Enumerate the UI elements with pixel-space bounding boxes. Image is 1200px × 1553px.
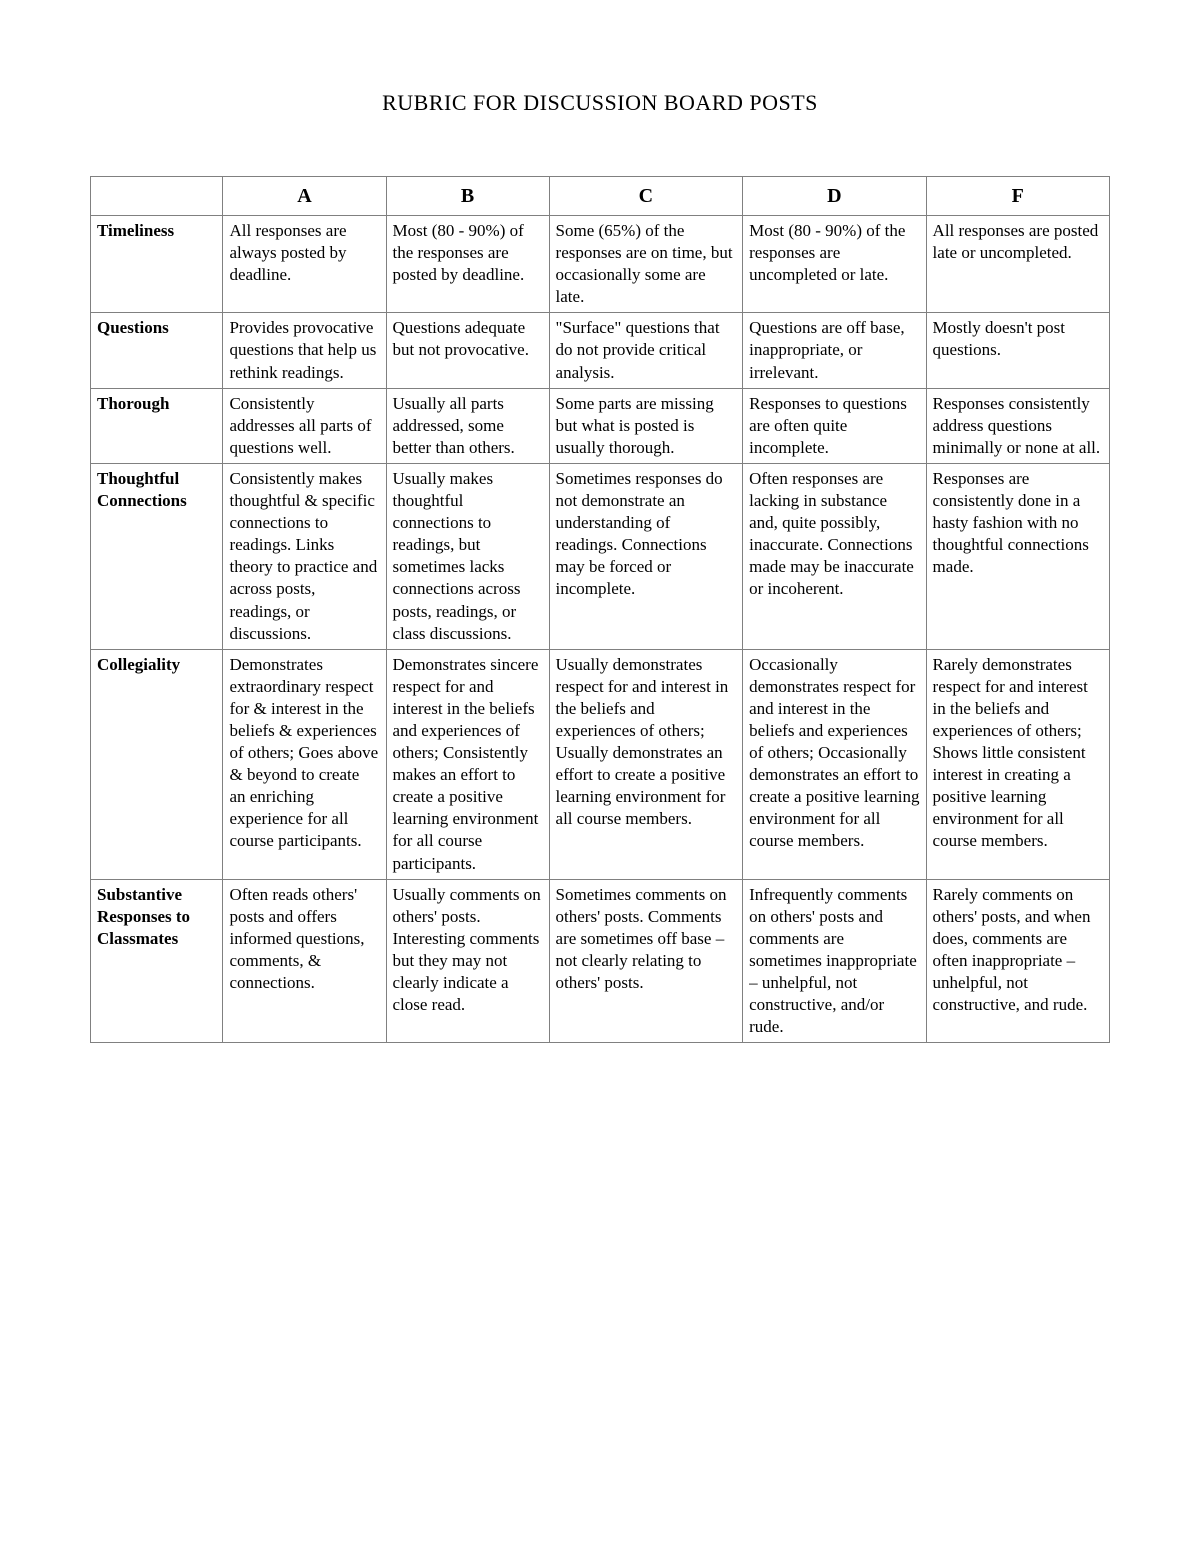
table-row: Timeliness All responses are always post…	[91, 216, 1110, 313]
cell: Mostly doesn't post questions.	[926, 313, 1109, 388]
table-row: Substantive Responses to Classmates Ofte…	[91, 879, 1110, 1043]
header-d: D	[743, 177, 926, 216]
cell: Usually all parts addressed, some better…	[386, 388, 549, 463]
cell: Usually demonstrates respect for and int…	[549, 649, 743, 879]
row-label: Questions	[91, 313, 223, 388]
cell: Responses to questions are often quite i…	[743, 388, 926, 463]
cell: Often reads others' posts and offers inf…	[223, 879, 386, 1043]
cell: "Surface" questions that do not provide …	[549, 313, 743, 388]
cell: Questions adequate but not provocative.	[386, 313, 549, 388]
cell: Sometimes comments on others' posts. Com…	[549, 879, 743, 1043]
header-a: A	[223, 177, 386, 216]
cell: Responses consistently address questions…	[926, 388, 1109, 463]
table-row: Thorough Consistently addresses all part…	[91, 388, 1110, 463]
cell: Provides provocative questions that help…	[223, 313, 386, 388]
row-label: Collegiality	[91, 649, 223, 879]
table-row: Thoughtful Connections Consistently make…	[91, 463, 1110, 649]
cell: Consistently makes thoughtful & specific…	[223, 463, 386, 649]
cell: Consistently addresses all parts of ques…	[223, 388, 386, 463]
cell: Infrequently comments on others' posts a…	[743, 879, 926, 1043]
cell: Demonstrates sincere respect for and int…	[386, 649, 549, 879]
cell: Often responses are lacking in substance…	[743, 463, 926, 649]
table-header-row: A B C D F	[91, 177, 1110, 216]
cell: Rarely comments on others' posts, and wh…	[926, 879, 1109, 1043]
cell: All responses are always posted by deadl…	[223, 216, 386, 313]
row-label: Thoughtful Connections	[91, 463, 223, 649]
row-label: Substantive Responses to Classmates	[91, 879, 223, 1043]
cell: Demonstrates extraordinary respect for &…	[223, 649, 386, 879]
cell: Most (80 - 90%) of the responses are unc…	[743, 216, 926, 313]
cell: Responses are consistently done in a has…	[926, 463, 1109, 649]
cell: Rarely demonstrates respect for and inte…	[926, 649, 1109, 879]
header-b: B	[386, 177, 549, 216]
row-label: Thorough	[91, 388, 223, 463]
cell: Usually makes thoughtful connections to …	[386, 463, 549, 649]
document-title: RUBRIC FOR DISCUSSION BOARD POSTS	[90, 90, 1110, 116]
cell: Questions are off base, inappropriate, o…	[743, 313, 926, 388]
cell: Occasionally demonstrates respect for an…	[743, 649, 926, 879]
table-body: Timeliness All responses are always post…	[91, 216, 1110, 1043]
header-f: F	[926, 177, 1109, 216]
cell: Usually comments on others' posts. Inter…	[386, 879, 549, 1043]
header-blank	[91, 177, 223, 216]
cell: Most (80 - 90%) of the responses are pos…	[386, 216, 549, 313]
rubric-table: A B C D F Timeliness All responses are a…	[90, 176, 1110, 1043]
row-label: Timeliness	[91, 216, 223, 313]
cell: Some (65%) of the responses are on time,…	[549, 216, 743, 313]
header-c: C	[549, 177, 743, 216]
cell: Sometimes responses do not demonstrate a…	[549, 463, 743, 649]
table-row: Questions Provides provocative questions…	[91, 313, 1110, 388]
cell: All responses are posted late or uncompl…	[926, 216, 1109, 313]
cell: Some parts are missing but what is poste…	[549, 388, 743, 463]
table-row: Collegiality Demonstrates extraordinary …	[91, 649, 1110, 879]
document-page: RUBRIC FOR DISCUSSION BOARD POSTS A B C …	[0, 0, 1200, 1103]
